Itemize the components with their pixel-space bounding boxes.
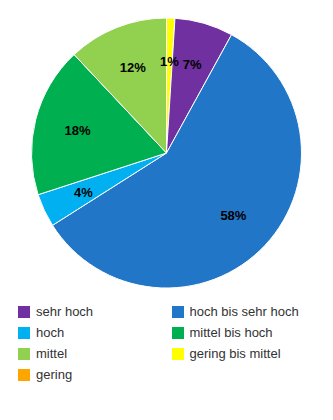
html-text:mittel: mittel — [36, 346, 68, 361]
html-text:gering bis mittel: gering bis mittel — [189, 346, 281, 361]
svg-text:1%: 1% — [160, 54, 179, 69]
svg-text:58%: 58% — [220, 208, 246, 223]
html-text:hoch: hoch — [36, 325, 65, 340]
html-text:sehr hoch: sehr hoch — [36, 304, 94, 319]
svg-text:12%: 12% — [120, 60, 146, 75]
svg-text:18%: 18% — [65, 123, 91, 138]
html-text:mittel bis hoch: mittel bis hoch — [189, 325, 273, 340]
html-text:hoch bis sehr hoch: hoch bis sehr hoch — [189, 304, 299, 319]
svg-text:7%: 7% — [183, 57, 202, 72]
svg-text:4%: 4% — [74, 185, 93, 200]
html-text:gering: gering — [36, 367, 73, 382]
